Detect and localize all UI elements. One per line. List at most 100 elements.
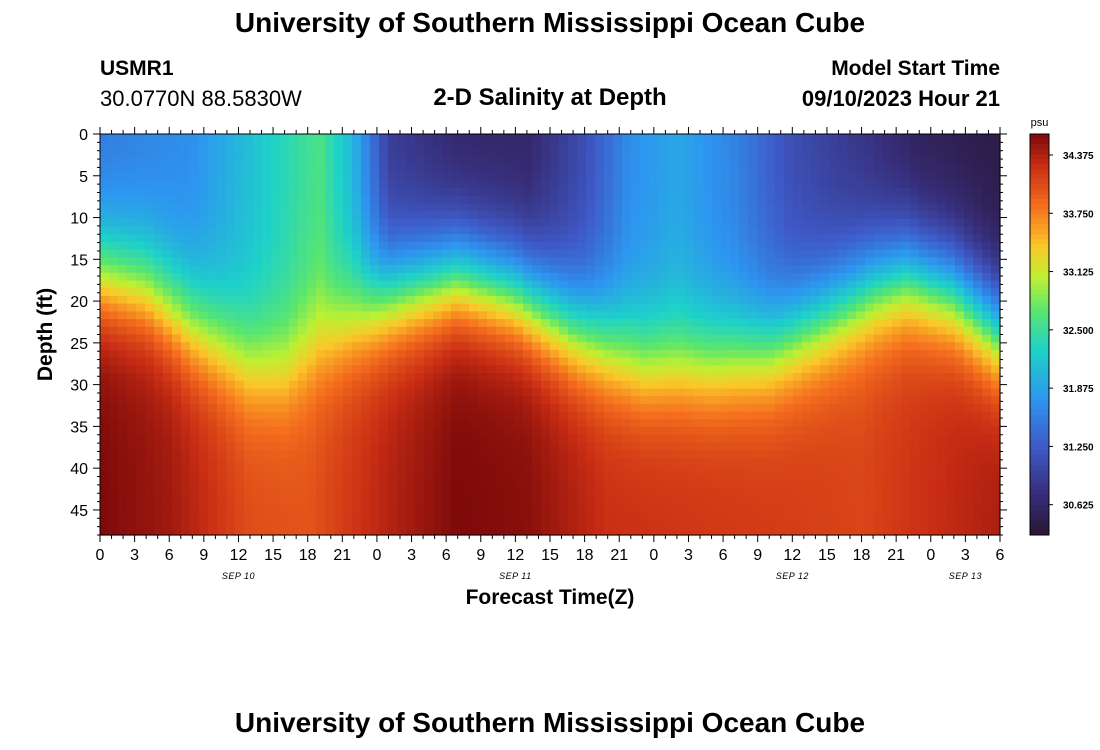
heatmap-cell <box>469 380 479 390</box>
heatmap-cell <box>667 481 677 490</box>
heatmap-cell <box>937 473 947 482</box>
heatmap-cell <box>307 288 317 297</box>
heatmap-cell <box>253 403 263 413</box>
heatmap-cell <box>343 218 353 228</box>
heatmap-cell <box>199 342 209 351</box>
heatmap-cell <box>505 403 515 413</box>
heatmap-cell <box>685 465 695 474</box>
heatmap-cell <box>361 311 371 320</box>
heatmap-cell <box>676 180 686 189</box>
heatmap-cell <box>496 396 506 405</box>
heatmap-cell <box>577 326 587 336</box>
heatmap-cell <box>955 218 965 228</box>
heatmap-cell <box>568 388 578 397</box>
heatmap-cell <box>757 519 767 528</box>
heatmap-cell <box>784 380 794 390</box>
heatmap-cell <box>811 241 821 251</box>
heatmap-cell <box>622 434 632 444</box>
heatmap-cell <box>262 326 272 336</box>
heatmap-cell <box>874 303 884 312</box>
heatmap-cell <box>649 234 659 243</box>
heatmap-cell <box>109 342 119 351</box>
heatmap-cell <box>451 180 461 189</box>
heatmap-cell <box>595 295 605 305</box>
heatmap-cell <box>361 388 371 397</box>
heatmap-cell <box>955 357 965 366</box>
heatmap-cell <box>127 349 137 359</box>
heatmap-cell <box>487 334 497 343</box>
heatmap-cell <box>739 295 749 305</box>
heatmap-cell <box>631 457 641 467</box>
heatmap-cell <box>523 496 533 505</box>
heatmap-cell <box>496 195 506 204</box>
heatmap-cell <box>181 180 191 189</box>
heatmap-cell <box>946 172 956 181</box>
heatmap-cell <box>388 303 398 312</box>
heatmap-cell <box>703 234 713 243</box>
heatmap-cell <box>703 180 713 189</box>
heatmap-cell <box>928 149 938 158</box>
heatmap-cell <box>190 288 200 297</box>
heatmap-cell <box>136 272 146 282</box>
heatmap-cell <box>361 488 371 498</box>
heatmap-cell <box>937 457 947 467</box>
heatmap-cell <box>190 334 200 343</box>
heatmap-cell <box>739 218 749 228</box>
heatmap-cell <box>622 481 632 490</box>
heatmap-cell <box>190 481 200 490</box>
heatmap-cell <box>721 272 731 282</box>
heatmap-cell <box>532 496 542 505</box>
heatmap-cell <box>550 481 560 490</box>
heatmap-cell <box>694 303 704 312</box>
heatmap-cell <box>325 319 335 328</box>
heatmap-cell <box>136 234 146 243</box>
heatmap-cell <box>676 234 686 243</box>
heatmap-cell <box>523 164 533 174</box>
heatmap-cell <box>838 419 848 428</box>
heatmap-cell <box>622 241 632 251</box>
heatmap-cell <box>586 280 596 289</box>
heatmap-cell <box>424 180 434 189</box>
heatmap-cell <box>586 434 596 444</box>
heatmap-cell <box>199 357 209 366</box>
heatmap-cell <box>109 187 119 197</box>
heatmap-cell <box>181 334 191 343</box>
heatmap-cell <box>109 450 119 459</box>
heatmap-cell <box>604 465 614 474</box>
heatmap-cell <box>181 481 191 490</box>
heatmap-cell <box>181 226 191 235</box>
heatmap-cell <box>847 141 857 151</box>
heatmap-cell <box>883 311 893 320</box>
heatmap-cell <box>883 164 893 174</box>
heatmap-cell <box>325 411 335 420</box>
heatmap-cell <box>847 411 857 420</box>
heatmap-cell <box>901 380 911 390</box>
heatmap-cell <box>172 280 182 289</box>
heatmap-cell <box>883 141 893 151</box>
heatmap-cell <box>460 141 470 151</box>
heatmap-cell <box>640 365 650 374</box>
heatmap-cell <box>379 280 389 289</box>
heatmap-cell <box>937 280 947 289</box>
heatmap-cell <box>235 388 245 397</box>
heatmap-cell <box>874 141 884 151</box>
heatmap-cell <box>865 164 875 174</box>
heatmap-cell <box>424 388 434 397</box>
heatmap-cell <box>523 511 533 521</box>
heatmap-cell <box>469 203 479 212</box>
heatmap-cell <box>208 442 218 451</box>
heatmap-cell <box>451 481 461 490</box>
heatmap-cell <box>640 388 650 397</box>
heatmap-cell <box>379 272 389 282</box>
heatmap-cell <box>154 234 164 243</box>
heatmap-cell <box>739 326 749 336</box>
heatmap-cell <box>856 349 866 359</box>
heatmap-cell <box>289 134 299 143</box>
heatmap-cell <box>640 396 650 405</box>
heatmap-cell <box>343 211 353 220</box>
heatmap-cell <box>703 280 713 289</box>
heatmap-cell <box>262 488 272 498</box>
heatmap-cell <box>271 411 281 420</box>
heatmap-cell <box>406 319 416 328</box>
heatmap-cell <box>163 319 173 328</box>
